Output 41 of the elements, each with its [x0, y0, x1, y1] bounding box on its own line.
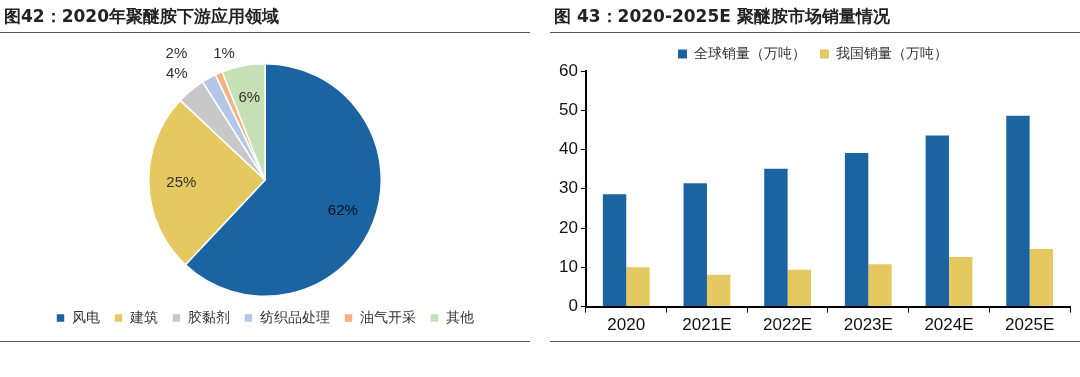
- legend-label: 风电: [72, 308, 100, 325]
- bar: [925, 135, 949, 307]
- legend-label: 全球销量（万吨）: [694, 44, 806, 61]
- legend-label: 建筑: [129, 308, 158, 325]
- data-label: 25%: [166, 172, 197, 190]
- x-tick-label: 2022E: [763, 315, 813, 335]
- bar: [1029, 248, 1054, 307]
- chart-title: 图 43：2020-2025E 聚醚胺市场销量情况: [550, 0, 1080, 33]
- legend-label: 纺织品处理: [260, 308, 330, 325]
- x-tick-label: 2020: [607, 315, 646, 335]
- x-tick-label: 2021E: [682, 315, 732, 335]
- bar: [787, 269, 812, 307]
- legend-label: 油气开采: [360, 308, 416, 325]
- bar: [1006, 115, 1030, 307]
- y-tick-label: 40: [558, 139, 578, 159]
- chart-title: 图42：2020年聚醚胺下游应用领域: [0, 0, 530, 33]
- legend-label: 胶黏剂: [188, 308, 230, 325]
- y-tick-label: 20: [558, 217, 578, 237]
- bar: [626, 267, 650, 307]
- y-tick-label: 60: [558, 60, 578, 80]
- y-tick-label: 30: [558, 178, 578, 198]
- data-label: 1%: [213, 43, 235, 61]
- y-tick-label: 10: [558, 257, 578, 277]
- bar: [948, 257, 973, 307]
- bar: [764, 168, 788, 307]
- bar: [844, 153, 869, 307]
- bar: [602, 194, 627, 307]
- legend-label: 我国销量（万吨）: [836, 44, 948, 61]
- data-label: 2%: [165, 43, 188, 61]
- x-tick-label: 2024E: [924, 315, 974, 335]
- data-label: 62%: [327, 200, 358, 218]
- bar: [868, 264, 892, 307]
- bar: [683, 183, 707, 307]
- data-label: 6%: [238, 87, 261, 105]
- legend-label: 其他: [446, 308, 474, 325]
- x-tick-label: 2023E: [843, 315, 893, 335]
- bar: [706, 274, 731, 307]
- y-tick-label: 0: [568, 296, 578, 316]
- y-tick-label: 50: [558, 99, 578, 119]
- x-tick-label: 2025E: [1005, 315, 1055, 335]
- data-label: 4%: [166, 63, 188, 81]
